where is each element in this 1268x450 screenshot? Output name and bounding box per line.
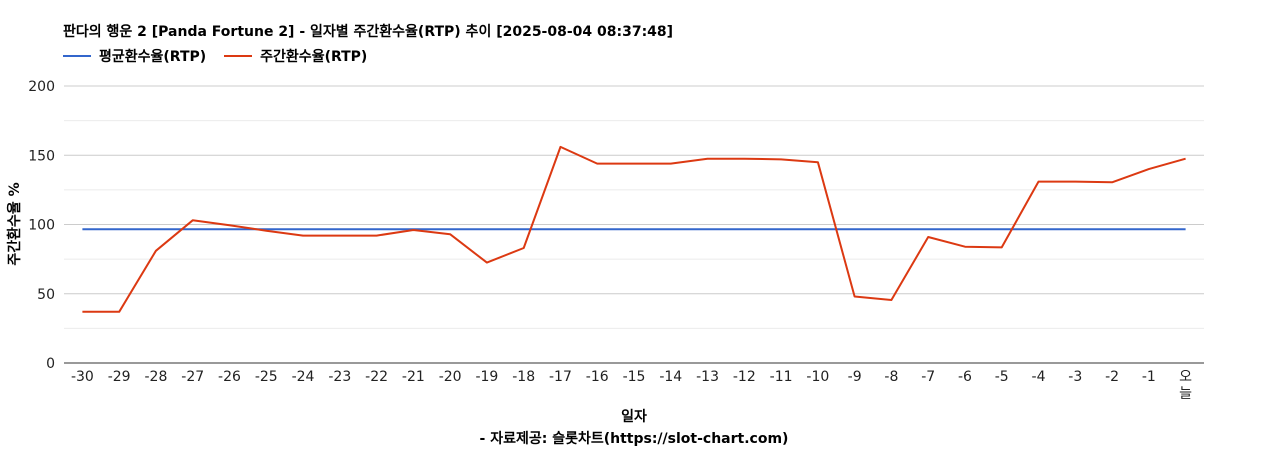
x-tick-label: -16 (586, 369, 609, 385)
x-tick-label: -18 (512, 369, 535, 385)
legend: 평균환수율(RTP) 주간환수율(RTP) (63, 46, 385, 66)
x-tick-label: -27 (181, 369, 204, 385)
legend-label-average: 평균환수율(RTP) (99, 49, 207, 65)
x-tick-label: -11 (770, 369, 793, 385)
x-tick-label: -20 (439, 369, 462, 385)
x-tick-label: -3 (1068, 369, 1082, 385)
x-tick-label: -30 (71, 369, 94, 385)
data-source-credit: - 자료제공: 슬롯차트(https://slot-chart.com) (479, 431, 789, 447)
x-tick-label: -19 (475, 369, 498, 385)
legend-swatch-weekly (224, 55, 253, 57)
weekly-rtp-line (82, 145, 1186, 313)
x-tick-label: -8 (884, 369, 898, 385)
x-tick-label: 늘 (1179, 386, 1192, 402)
x-tick-label: -12 (733, 369, 756, 385)
x-tick-label: -4 (1032, 369, 1046, 385)
y-tick-label: 100 (28, 218, 55, 234)
x-tick-label: -28 (144, 369, 167, 385)
y-tick-label: 0 (46, 356, 55, 372)
chart-title: 판다의 행운 2 [Panda Fortune 2] - 일자별 주간환수율(R… (63, 24, 674, 40)
y-axis-title: 주간환수율 % (7, 182, 23, 266)
legend-item-average-rtp[interactable]: 평균환수율(RTP) (63, 46, 206, 66)
x-tick-label: -15 (623, 369, 646, 385)
x-tick-label: -1 (1142, 369, 1156, 385)
x-tick-label: -21 (402, 369, 425, 385)
x-tick-label: -9 (848, 369, 862, 385)
legend-label-weekly: 주간환수율(RTP) (260, 49, 368, 65)
legend-swatch-average (63, 55, 91, 57)
x-tick-label: -6 (958, 369, 972, 385)
x-axis-title: 일자 (621, 409, 647, 425)
x-tick-label: -25 (255, 369, 278, 385)
x-tick-label: -23 (328, 369, 351, 385)
x-tick-label: -29 (108, 369, 131, 385)
x-tick-label: -10 (806, 369, 829, 385)
x-tick-label: -24 (292, 369, 315, 385)
x-tick-label: -13 (696, 369, 719, 385)
x-tick-label: -5 (995, 369, 1009, 385)
legend-item-weekly-rtp[interactable]: 주간환수율(RTP) (224, 46, 367, 66)
x-tick-label: -14 (659, 369, 682, 385)
y-tick-label: 200 (28, 79, 55, 95)
y-tick-label: 50 (37, 287, 55, 303)
x-tick-label: -22 (365, 369, 388, 385)
y-tick-label: 150 (28, 148, 55, 164)
x-tick-label: -26 (218, 369, 241, 385)
x-tick-label: -17 (549, 369, 572, 385)
x-tick-label: -7 (921, 369, 935, 385)
x-tick-label: 오 (1179, 369, 1192, 385)
x-tick-label: -2 (1105, 369, 1119, 385)
